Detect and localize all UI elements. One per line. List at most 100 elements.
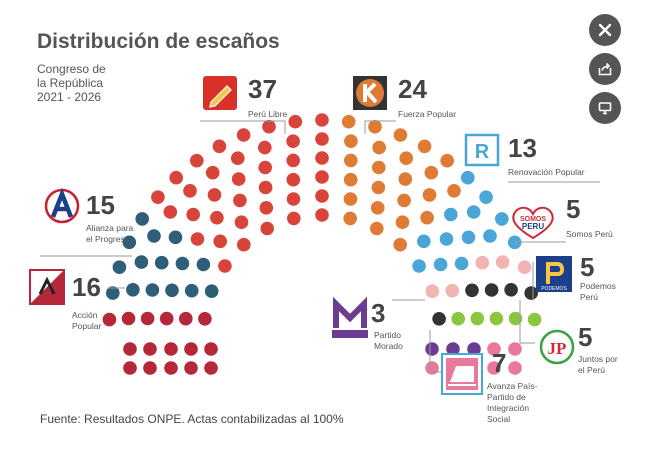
seat-count: 37 (248, 74, 277, 104)
seat-accion-popular (198, 312, 212, 326)
seat-fuerza-popular (341, 114, 356, 129)
svg-text:PERU: PERU (522, 222, 544, 231)
seat-count: 13 (508, 133, 537, 163)
seat-fuerza-popular (398, 172, 413, 186)
seat-count: 7 (492, 348, 506, 378)
leader-line (519, 300, 535, 344)
seat-fuerza-popular (393, 237, 408, 252)
seat-peru-libre (286, 172, 301, 187)
seat-somos-peru (495, 255, 510, 269)
seat-accion-popular (143, 342, 157, 356)
seat-peru-libre (258, 160, 273, 175)
label-peru-libre: 37 Perú Libre (200, 74, 287, 134)
seat-peru-libre (260, 221, 275, 236)
seat-peru-libre (286, 153, 301, 168)
seat-count: 16 (72, 272, 101, 302)
seat-juntos-por-el-peru (508, 311, 523, 326)
seat-peru-libre (231, 172, 246, 186)
seat-alianza-para-el-progreso (165, 283, 179, 298)
seat-fuerza-popular (395, 215, 410, 229)
seat-partido-morado (467, 342, 481, 356)
svg-text:JP: JP (548, 339, 567, 358)
r-logo: R (464, 133, 500, 167)
seat-alianza-para-el-progreso (196, 257, 211, 272)
seat-juntos-por-el-peru (470, 311, 485, 326)
seat-renovacion-popular (417, 234, 431, 249)
seat-fuerza-popular (343, 211, 358, 226)
seat-alianza-para-el-progreso (106, 286, 120, 300)
share-button[interactable] (589, 53, 621, 85)
seat-peru-libre (212, 139, 227, 154)
seat-fuerza-popular (424, 165, 439, 180)
alianza-logo (44, 187, 80, 224)
seat-fuerza-popular (370, 201, 385, 215)
seat-renovacion-popular (433, 257, 448, 272)
seat-partido-morado (446, 342, 460, 356)
seat-alianza-para-el-progreso (168, 230, 183, 245)
seat-podemos-peru (432, 312, 446, 326)
seat-accion-popular (121, 311, 136, 326)
close-button[interactable] (589, 14, 621, 46)
train-logo (441, 353, 483, 395)
seat-juntos-por-el-peru (527, 312, 542, 327)
seat-peru-libre (169, 170, 183, 185)
seat-peru-libre (183, 184, 197, 198)
svg-text:R: R (475, 141, 490, 163)
chart-title: Distribución de escaños (37, 30, 280, 53)
svg-text:PODEMOS: PODEMOS (541, 286, 567, 292)
seat-peru-libre (186, 207, 200, 222)
party-name: Avanza País-Partido de Integración Social (487, 381, 538, 424)
accion-popular-logo (29, 269, 65, 305)
seat-avanza-pais-partido-de-integracion-social (508, 361, 522, 375)
seat-peru-libre (236, 128, 251, 142)
seat-fuerza-popular (447, 184, 461, 198)
seat-peru-libre (259, 201, 274, 215)
seat-accion-popular (204, 361, 218, 375)
pencil-logo (203, 76, 237, 110)
leader-line (429, 330, 442, 373)
party-name: Alianza para el Progreso (86, 223, 134, 244)
present-button[interactable] (589, 92, 621, 124)
leader-line (364, 120, 396, 134)
party-name: Somos Perú (566, 229, 613, 239)
seat-alianza-para-el-progreso (204, 284, 219, 299)
label-alianza-para-el-progreso: 15 Alianza para el Progreso (40, 187, 134, 257)
seat-alianza-para-el-progreso (134, 255, 149, 269)
seat-partido-morado (425, 342, 439, 356)
seat-peru-libre (190, 153, 204, 168)
party-name: Partido Morado (374, 330, 403, 351)
seat-peru-libre (205, 165, 220, 180)
present-icon (598, 102, 612, 115)
seat-alianza-para-el-progreso (135, 212, 149, 226)
seat-fuerza-popular (417, 139, 432, 154)
seat-fuerza-popular (440, 153, 455, 168)
seat-peru-libre (315, 208, 329, 222)
seat-alianza-para-el-progreso (147, 229, 161, 243)
seat-peru-libre (315, 113, 329, 127)
party-name: Podemos Perú (580, 281, 616, 302)
source-note: Fuente: Resultados ONPE. Actas contabili… (40, 412, 344, 426)
seat-count: 3 (371, 298, 385, 328)
seat-renovacion-popular (461, 230, 476, 245)
seat-peru-libre (287, 211, 301, 226)
seat-fuerza-popular (372, 160, 386, 175)
seat-alianza-para-el-progreso (145, 283, 160, 297)
seat-peru-libre (262, 119, 276, 134)
seat-podemos-peru (524, 286, 538, 300)
seat-accion-popular (184, 342, 198, 356)
party-name: Perú Libre (248, 109, 287, 119)
seat-renovacion-popular (495, 212, 509, 226)
seat-renovacion-popular (444, 207, 458, 222)
seat-renovacion-popular (439, 232, 454, 246)
svg-text:SOMOS: SOMOS (520, 216, 546, 223)
seat-peru-libre (233, 193, 247, 208)
seat-alianza-para-el-progreso (184, 283, 199, 298)
seat-accion-popular (204, 342, 218, 356)
seat-peru-libre (315, 132, 329, 146)
